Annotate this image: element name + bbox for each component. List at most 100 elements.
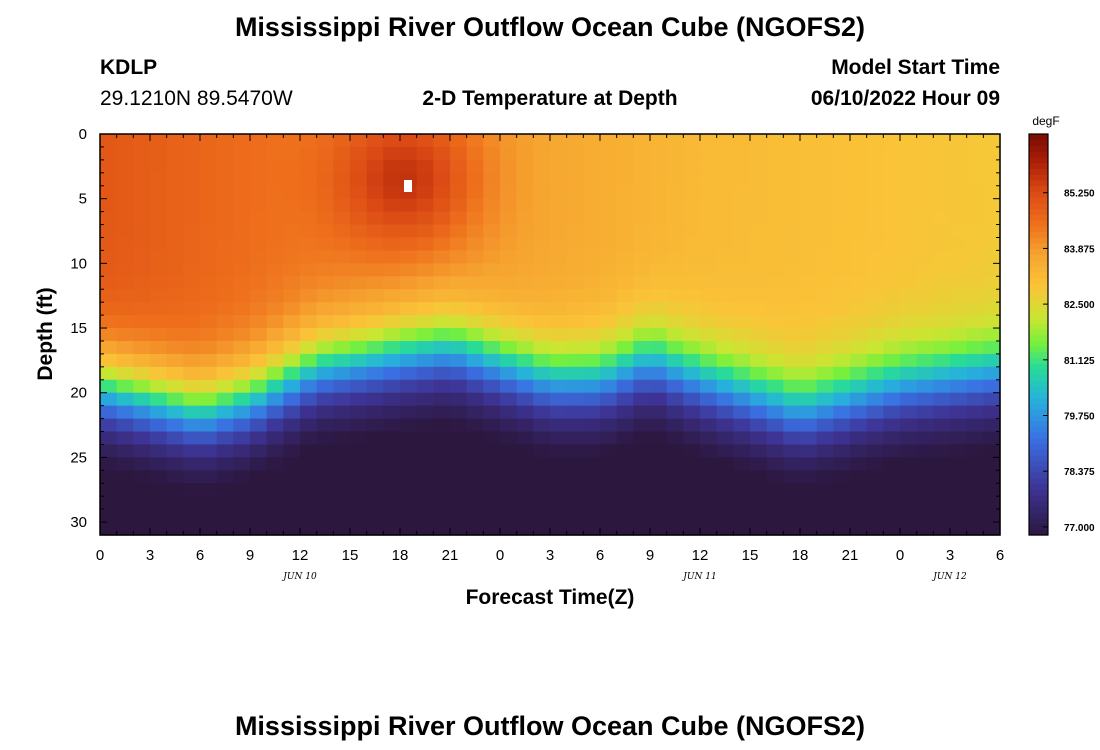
heatmap-cell [616,172,634,187]
heatmap-cell [950,146,968,161]
heatmap-cell [733,444,751,458]
heatmap-cell [783,302,801,316]
heatmap-cell [833,263,851,277]
heatmap-cell [716,496,734,510]
heatmap-cell [250,431,268,446]
heatmap-cell [700,328,718,342]
heatmap-cell [850,509,868,523]
heatmap-cell [100,418,118,433]
heatmap-cell [650,418,668,433]
heatmap-cell [400,470,418,484]
heatmap-cell [316,224,334,239]
heatmap-cell [716,172,734,187]
heatmap-cell [816,483,834,497]
heatmap-cell [733,366,751,381]
heatmap-cell [583,159,601,174]
heatmap-cell [533,276,551,290]
heatmap-cell [433,418,451,433]
heatmap-cell [750,315,768,329]
heatmap-cell [483,289,501,303]
heatmap-cell [450,146,468,161]
heatmap-cell [666,418,684,433]
heatmap-cell [233,263,251,277]
heatmap-cell [750,146,768,161]
heatmap-cell [400,134,418,148]
heatmap-cell [150,224,168,239]
heatmap-cell [133,418,151,433]
heatmap-cell [500,250,518,264]
heatmap-cell [516,392,534,407]
heatmap-cell [150,366,168,381]
heatmap-cell [633,289,651,303]
heatmap-cell [233,457,251,471]
heatmap-cell [133,431,151,446]
heatmap-cell [150,392,168,407]
colorbar-segment [1029,386,1048,393]
heatmap-cell [533,146,551,161]
heatmap-cell [900,418,918,433]
heatmap-cell [366,198,384,213]
heatmap-cell [233,405,251,420]
heatmap-cell [816,185,834,200]
heatmap-cell [900,276,918,290]
heatmap-cell [283,444,301,458]
heatmap-cell [600,405,618,420]
heatmap-cell [533,392,551,407]
heatmap-cell [533,185,551,200]
heatmap-cell [266,392,284,407]
heatmap-cell [266,289,284,303]
colorbar-segment [1029,408,1048,416]
heatmap-cell [600,353,618,368]
heatmap-cell [400,250,418,264]
heatmap-cell [250,146,268,161]
heatmap-cell [333,134,351,148]
heatmap-cell [533,302,551,316]
heatmap-cell [166,444,184,458]
heatmap-cell [366,289,384,303]
heatmap-cell [516,509,534,523]
heatmap-cell [550,509,568,523]
heatmap-cell [100,392,118,407]
heatmap-cell [350,185,368,200]
heatmap-cell [633,302,651,316]
colorbar-segment [1029,431,1048,439]
colorbar-segment [1029,471,1048,479]
colorbar-tick-label: 78.375 [1064,467,1095,478]
heatmap-cell [300,457,318,471]
heatmap-cell [466,211,484,226]
heatmap-cell [166,418,184,433]
heatmap-cell [816,418,834,433]
heatmap-cell [733,237,751,252]
heatmap-cell [983,198,1001,213]
heatmap-cell [516,134,534,148]
heatmap-cell [350,302,368,316]
colorbar-segment [1029,214,1048,221]
heatmap-cell [133,457,151,471]
heatmap-cell [600,496,618,510]
heatmap-cell [116,224,134,239]
heatmap-cell [950,211,968,226]
heatmap-cell [133,134,151,148]
colorbar-segment [1029,179,1048,187]
heatmap-cell [833,366,851,381]
heatmap-cell [633,496,651,510]
heatmap-cell [466,366,484,381]
heatmap-cell [383,418,401,433]
heatmap-cell [950,198,968,213]
heatmap-cell [833,328,851,342]
heatmap-cell [583,483,601,497]
heatmap-cell [450,392,468,407]
heatmap-cell [500,289,518,303]
heatmap-cell [266,379,284,394]
heatmap-cell [283,340,301,355]
heatmap-cell [533,224,551,239]
heatmap-cell [150,302,168,316]
heatmap-cell [800,392,818,407]
heatmap-cell [700,146,718,161]
colorbar-segment [1029,380,1048,387]
heatmap-cell [316,263,334,277]
heatmap-cell [100,198,118,213]
heatmap-cell [583,146,601,161]
heatmap-cell [833,185,851,200]
heatmap-cell [350,470,368,484]
